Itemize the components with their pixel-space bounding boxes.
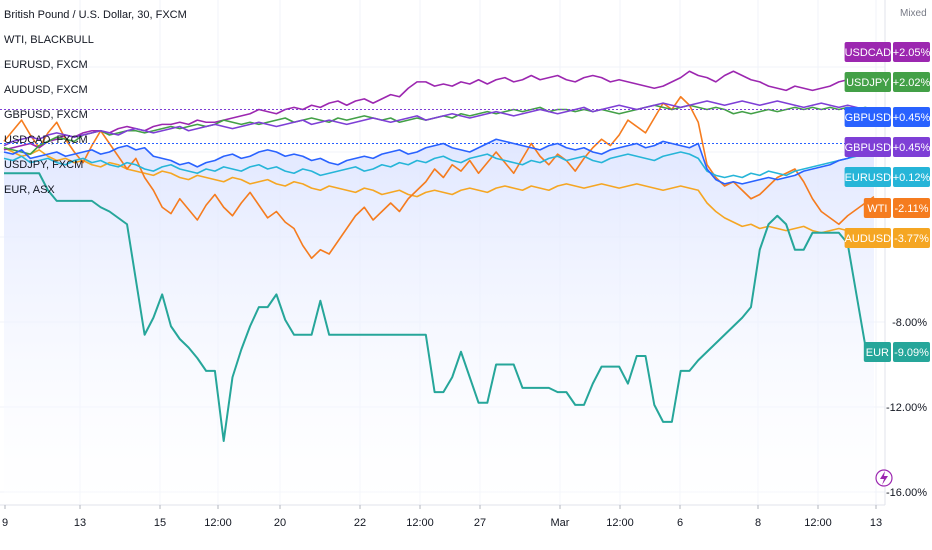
legend-line[interactable]: GBPUSD, FXCM — [4, 109, 88, 121]
legend-line[interactable]: USDJPY, FXCM — [4, 159, 83, 171]
y-tick-label: -12.00% — [886, 402, 927, 414]
svg-text:+0.45%: +0.45% — [893, 142, 931, 154]
price-tag-audusd: AUDUSD -3.77% — [845, 228, 930, 248]
svg-text:+0.45%: +0.45% — [893, 112, 931, 124]
x-tick-label: 13 — [870, 517, 882, 529]
price-tags: USDCAD +2.05%USDJPY +2.02%GBPUSD +0.45%GBPU… — [845, 42, 931, 362]
series-line-usdcad — [3, 70, 874, 151]
series-line-wti — [3, 95, 875, 260]
svg-text:EUR: EUR — [866, 347, 889, 359]
y-tick-label: -8.00% — [892, 317, 927, 329]
svg-text:GBPUSD: GBPUSD — [845, 142, 892, 154]
svg-text:-3.77%: -3.77% — [894, 233, 929, 245]
x-tick-label: 15 — [154, 517, 166, 529]
series-line-gbpusd-compare — [3, 100, 874, 147]
svg-text:AUDUSD: AUDUSD — [845, 233, 892, 245]
svg-text:GBPUSD: GBPUSD — [845, 112, 892, 124]
svg-text:WTI: WTI — [867, 203, 887, 215]
price-tag-gbpusd: GBPUSD +0.45% — [845, 107, 931, 127]
x-tick-label: 12:00 — [804, 517, 832, 529]
price-tag-gbpusd-compare: GBPUSD +0.45% — [845, 137, 931, 157]
series-lines — [3, 70, 875, 442]
legend-line[interactable]: British Pound / U.S. Dollar, 30, FXCM — [4, 9, 187, 21]
tradingview-logo[interactable] — [875, 469, 893, 487]
legend-line[interactable]: USDCAD, FXCM — [4, 134, 88, 146]
svg-text:+2.02%: +2.02% — [893, 77, 931, 89]
legend-line[interactable]: EUR, ASX — [4, 184, 55, 196]
svg-text:EURUSD: EURUSD — [845, 172, 892, 184]
legend-line[interactable]: WTI, BLACKBULL — [4, 34, 94, 46]
y-tick-label: -16.00% — [886, 487, 927, 499]
svg-text:+2.05%: +2.05% — [893, 47, 931, 59]
price-tag-eurusd: EURUSD +0.12% — [845, 167, 931, 187]
x-ticks: 9 13 15 12:00 20 22 12:00 27 Mar 12:00 6 8 12:00 13 — [2, 505, 882, 529]
x-tick-label: 8 — [755, 517, 761, 529]
x-tick-label: 12:00 — [204, 517, 232, 529]
svg-text:-9.09%: -9.09% — [894, 347, 929, 359]
x-tick-label: 13 — [74, 517, 86, 529]
svg-text:-2.11%: -2.11% — [894, 203, 928, 215]
svg-text:USDCAD: USDCAD — [845, 47, 892, 59]
price-tag-usdcad: USDCAD +2.05% — [845, 42, 931, 62]
x-tick-label: 12:00 — [406, 517, 434, 529]
scale-mode-label[interactable]: Mixed — [900, 8, 927, 19]
time-axis[interactable]: 9 13 15 12:00 20 22 12:00 27 Mar 12:00 6 8 12:00 13 — [0, 504, 932, 550]
x-tick-label: 6 — [677, 517, 683, 529]
price-tag-usdjpy: USDJPY +2.02% — [844, 72, 931, 92]
x-tick-label: Mar — [551, 517, 570, 529]
x-tick-label: 12:00 — [606, 517, 634, 529]
legend: British Pound / U.S. Dollar, 30, FXCM WTI… — [4, 9, 187, 196]
legend-line[interactable]: EURUSD, FXCM — [4, 59, 88, 71]
legend-line[interactable]: AUDUSD, FXCM — [4, 84, 88, 96]
price-tag-eur: EUR -9.09% — [863, 342, 930, 362]
svg-text:+0.12%: +0.12% — [893, 172, 931, 184]
series-line-audusd — [3, 147, 875, 234]
main-series-area — [4, 139, 874, 505]
price-tag-wti: WTI -2.11% — [863, 198, 930, 218]
series-line-gbpusd — [3, 138, 875, 185]
svg-text:USDJPY: USDJPY — [846, 77, 890, 89]
series-line-eurusd — [3, 149, 875, 179]
x-tick-label: 20 — [274, 517, 286, 529]
x-tick-label: 22 — [354, 517, 366, 529]
x-tick-label: 9 — [2, 517, 8, 529]
y-ticks: -8.00% -12.00% -16.00% — [886, 317, 927, 499]
x-tick-label: 27 — [474, 517, 486, 529]
series-line-eur — [4, 172, 874, 442]
